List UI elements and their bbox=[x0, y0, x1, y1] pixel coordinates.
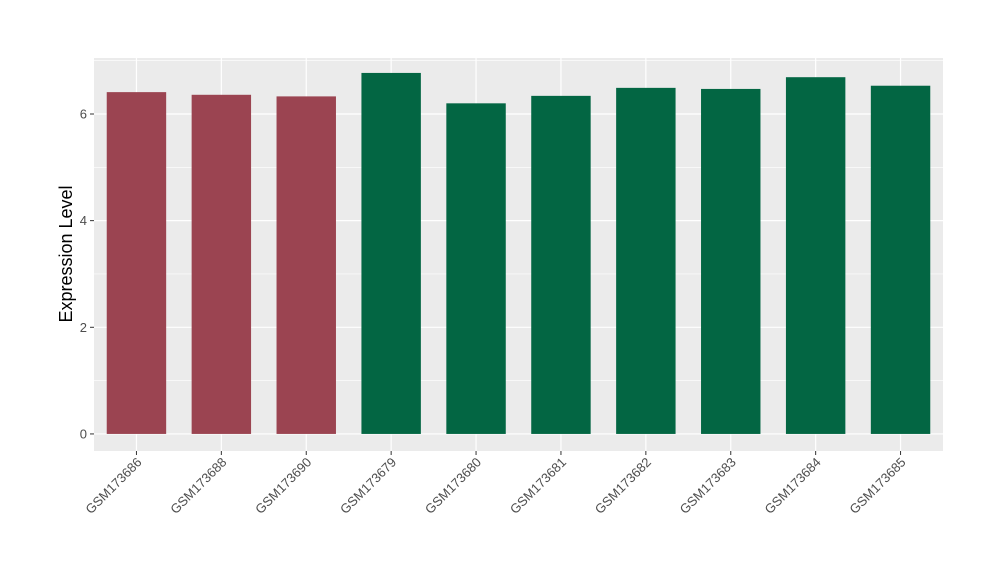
bar-GSM173682 bbox=[616, 87, 676, 434]
x-tick-label: GSM173685 bbox=[846, 455, 908, 517]
bar-GSM173683 bbox=[701, 88, 761, 434]
y-axis-label: Expression Level bbox=[56, 185, 76, 322]
x-tick-label: GSM173684 bbox=[762, 455, 824, 517]
bar-GSM173685 bbox=[870, 85, 931, 434]
bar-GSM173679 bbox=[361, 72, 421, 434]
x-tick-label: GSM173683 bbox=[677, 455, 739, 517]
y-axis: 0 2 4 6 bbox=[80, 106, 94, 441]
y-tick-label: 2 bbox=[80, 320, 87, 335]
y-tick-label: 0 bbox=[80, 426, 87, 441]
y-tick-label: 6 bbox=[80, 106, 87, 121]
x-axis: GSM173686 GSM173688 GSM173690 GSM173679 GSM1… bbox=[82, 451, 909, 517]
x-tick-label: GSM173679 bbox=[337, 455, 399, 517]
bar-GSM173680 bbox=[446, 103, 506, 434]
bar-GSM173684 bbox=[785, 77, 846, 434]
y-tick-label: 4 bbox=[80, 213, 87, 228]
x-tick-label: GSM173690 bbox=[252, 455, 314, 517]
bar-GSM173690 bbox=[276, 96, 336, 434]
x-tick-label: GSM173681 bbox=[507, 455, 569, 517]
x-tick-label: GSM173680 bbox=[422, 455, 484, 517]
x-tick-label: GSM173686 bbox=[82, 455, 144, 517]
x-tick-label: GSM173688 bbox=[167, 455, 229, 517]
x-tick-label: GSM173682 bbox=[592, 455, 654, 517]
bar-GSM173686 bbox=[106, 92, 167, 434]
bar-GSM173681 bbox=[531, 95, 591, 434]
bar-GSM173688 bbox=[191, 94, 252, 434]
bars bbox=[106, 72, 931, 434]
